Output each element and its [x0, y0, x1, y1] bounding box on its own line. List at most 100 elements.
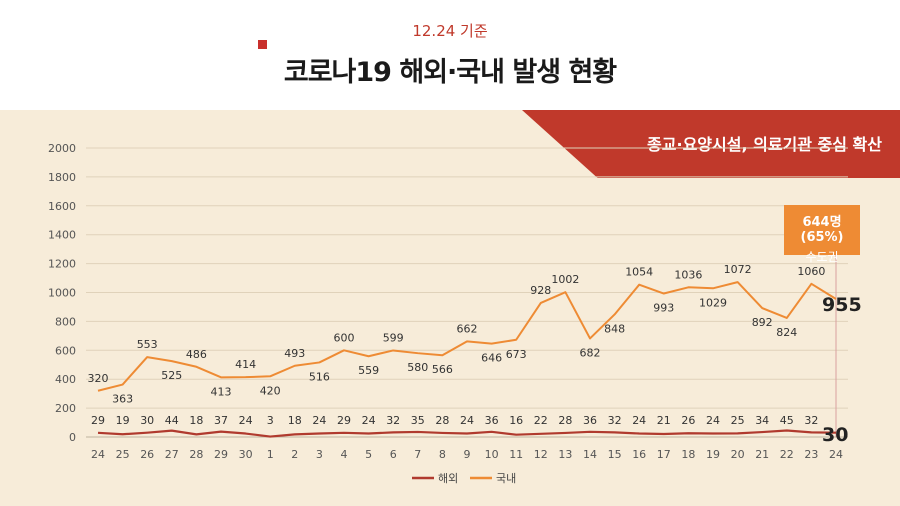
- domestic-data-label: 993: [653, 302, 674, 315]
- x-tick-label: 30: [239, 448, 253, 461]
- y-tick-label: 800: [55, 315, 76, 328]
- overseas-data-label: 32: [608, 414, 622, 427]
- x-tick-label: 27: [165, 448, 179, 461]
- title-square-icon: [258, 40, 267, 49]
- x-tick-label: 9: [464, 448, 471, 461]
- domestic-data-label: 1036: [674, 268, 702, 281]
- overseas-data-label: 36: [485, 414, 499, 427]
- domestic-data-label: 486: [186, 348, 207, 361]
- x-tick-label: 18: [681, 448, 695, 461]
- y-tick-label: 1400: [48, 229, 76, 242]
- x-tick-label: 25: [116, 448, 130, 461]
- overseas-data-label: 25: [731, 414, 745, 427]
- overseas-data-label: 44: [165, 414, 179, 427]
- overseas-data-label: 30: [140, 414, 154, 427]
- domestic-data-label: 662: [457, 322, 478, 335]
- domestic-data-label: 414: [235, 358, 256, 371]
- y-tick-label: 1600: [48, 200, 76, 213]
- x-tick-label: 4: [341, 448, 348, 461]
- x-tick-label: 17: [657, 448, 671, 461]
- x-tick-label: 13: [558, 448, 572, 461]
- callout-main: 644명(65%): [800, 215, 844, 245]
- x-tick-label: 6: [390, 448, 397, 461]
- domestic-data-label: 559: [358, 364, 379, 377]
- domestic-data-label: 320: [88, 372, 109, 385]
- domestic-data-label: 1072: [724, 263, 752, 276]
- domestic-data-label: 892: [752, 316, 773, 329]
- overseas-data-label: 18: [288, 414, 302, 427]
- x-tick-label: 24: [829, 448, 843, 461]
- legend-overseas-label: 해외: [438, 471, 458, 485]
- overseas-data-label: 35: [411, 414, 425, 427]
- x-tick-label: 29: [214, 448, 228, 461]
- overseas-data-label: 24: [362, 414, 376, 427]
- overseas-data-label: 16: [509, 414, 523, 427]
- overseas-data-label: 18: [189, 414, 203, 427]
- series-lines: [97, 281, 837, 438]
- date-label: 12.24 기준: [412, 22, 488, 40]
- banner-text: 종교·요양시설, 의료기관 중심 확산: [647, 135, 882, 154]
- x-tick-label: 15: [608, 448, 622, 461]
- data-labels: 3203635535254864134144204935166005595995…: [88, 263, 862, 446]
- x-tick-label: 16: [632, 448, 646, 461]
- y-tick-label: 600: [55, 344, 76, 357]
- domestic-data-label: 824: [776, 326, 797, 339]
- legend: 해외 국내: [412, 471, 516, 485]
- x-tick-label: 12: [534, 448, 548, 461]
- overseas-data-label: 28: [435, 414, 449, 427]
- domestic-data-label: 646: [481, 352, 502, 365]
- y-tick-label: 400: [55, 373, 76, 386]
- y-tick-label: 200: [55, 402, 76, 415]
- overseas-data-label: 32: [804, 414, 818, 427]
- x-tick-label: 11: [509, 448, 523, 461]
- x-tick-label: 23: [804, 448, 818, 461]
- domestic-data-label: 673: [506, 348, 527, 361]
- overseas-data-label: 19: [116, 414, 130, 427]
- overseas-data-label: 37: [214, 414, 228, 427]
- y-axis: 0 200 400 600 800 1000 1200 1400 1600 1800 2000: [48, 142, 76, 444]
- domestic-data-label: 516: [309, 370, 330, 383]
- domestic-data-label: 363: [112, 393, 133, 406]
- domestic-line: [97, 281, 837, 392]
- x-tick-label: 20: [731, 448, 745, 461]
- x-tick-label: 26: [140, 448, 154, 461]
- x-axis: 24 25 26 27 28 29 30 1 2 3 4 5 6 7 8 9 10 11 12 13 14 15 16 17 1…: [86, 436, 848, 461]
- legend-domestic-label: 국내: [496, 472, 516, 485]
- domestic-data-label: 600: [334, 331, 355, 344]
- x-tick-label: 7: [414, 448, 421, 461]
- x-tick-label: 10: [485, 448, 499, 461]
- x-tick-label: 1: [267, 448, 274, 461]
- grid: [86, 147, 848, 409]
- overseas-data-label: 32: [386, 414, 400, 427]
- overseas-data-label: 22: [534, 414, 548, 427]
- overseas-data-label: 29: [337, 414, 351, 427]
- overseas-data-label: 34: [755, 414, 769, 427]
- domestic-data-label: 413: [211, 385, 232, 398]
- x-tick-label: 14: [583, 448, 597, 461]
- header: 12.24 기준 코로나19 해외·국내 발생 현황: [0, 0, 900, 110]
- domestic-data-label: 493: [284, 347, 305, 360]
- domestic-data-label: 599: [383, 331, 404, 344]
- domestic-data-label: 420: [260, 384, 281, 397]
- domestic-data-label: 1060: [797, 265, 825, 278]
- domestic-data-label: 682: [580, 346, 601, 359]
- domestic-data-label: 1054: [625, 266, 653, 279]
- overseas-data-label: 29: [91, 414, 105, 427]
- callout-box: 644명(65%) 수도권: [784, 205, 860, 264]
- overseas-data-label: 24: [312, 414, 326, 427]
- domestic-data-label: 525: [161, 369, 182, 382]
- domestic-data-label: 848: [604, 322, 625, 335]
- x-tick-label: 3: [316, 448, 323, 461]
- domestic-data-label: 566: [432, 363, 453, 376]
- x-tick-label: 24: [91, 448, 105, 461]
- overseas-data-label: 36: [583, 414, 597, 427]
- domestic-data-label: 928: [530, 284, 551, 297]
- overseas-data-label: 45: [780, 414, 794, 427]
- domestic-data-label: 580: [407, 361, 428, 374]
- overseas-last-value: 30: [822, 424, 848, 446]
- page-title: 코로나19 해외·국내 발생 현황: [283, 57, 617, 88]
- overseas-data-label: 24: [239, 414, 253, 427]
- x-tick-label: 28: [189, 448, 203, 461]
- x-tick-label: 22: [780, 448, 794, 461]
